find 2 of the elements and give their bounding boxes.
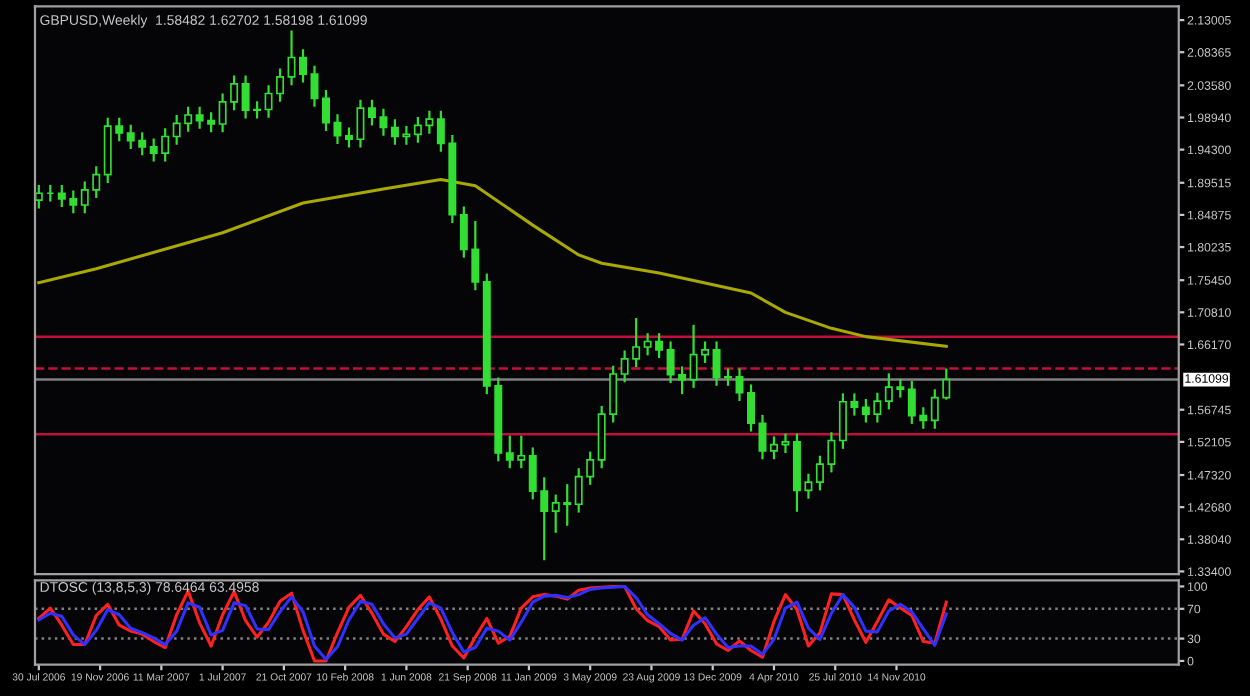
line-series <box>37 177 948 348</box>
candlestick <box>758 413 767 461</box>
